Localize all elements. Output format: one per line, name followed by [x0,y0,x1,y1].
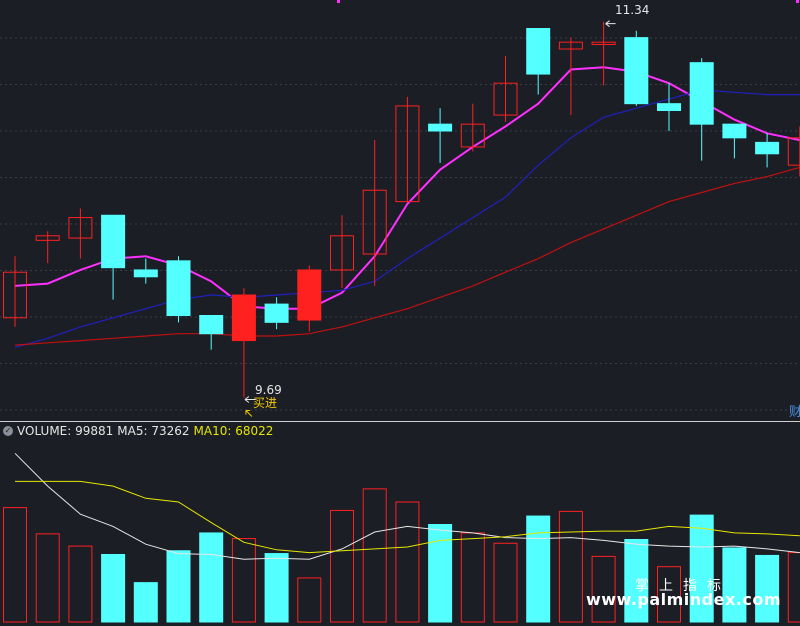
volume-bar [362,488,387,623]
candle-body [722,123,747,139]
high-pointer-icon [605,20,616,28]
candle-body [199,315,224,335]
candle-body [755,141,780,155]
candle-body [689,62,714,125]
candle-body [657,103,681,111]
watermark-cn: 掌上指标 [635,578,731,594]
volume-ma5-label: MA5: 73262 [117,424,190,438]
candle-body [297,269,322,321]
volume-bar [460,532,485,623]
candle-body [231,294,256,342]
corner-label: 财 [789,405,800,420]
candle-body [558,41,583,50]
volume-bar [526,515,551,623]
candle-body [428,123,453,132]
candle-body [35,235,60,241]
legend-toggle-icon[interactable]: ✓ [3,426,13,436]
candle-body [591,41,616,45]
volume-bar [3,507,27,623]
volume-value-label: VOLUME: 99881 [17,424,114,438]
volume-ma-line-ma10 [15,480,800,554]
candle-body [3,271,27,319]
candle-body [493,82,518,116]
volume-bar [166,550,191,623]
candle-body [68,217,93,239]
candle-body [101,214,126,269]
volume-bar [395,501,420,623]
volume-bar [428,524,453,623]
low-pointer-icon [244,396,256,403]
volume-bar [231,538,256,623]
candle-body [526,28,551,75]
volume-bar [722,547,747,623]
volume-bar [330,509,354,623]
volume-bar [101,554,126,623]
candle-body [133,269,158,278]
watermark-url: www.palmindex.com [586,590,782,609]
volume-bar [689,514,714,623]
buy-signal-label: 买进 [253,396,278,410]
candle-body [362,189,387,255]
price-ma-line-ma20 [14,166,800,346]
volume-bar [264,553,289,623]
buy-arrow-icon [245,410,253,417]
volume-bar [493,542,518,623]
volume-bar [68,545,93,623]
volume-bar [133,582,158,623]
volume-bar [755,554,780,623]
volume-bar [297,577,322,623]
volume-bar [657,566,681,623]
volume-bar [558,510,583,623]
volume-bar [787,552,800,623]
candle-body [460,123,485,148]
candle-body [395,105,420,203]
candle-body [264,303,289,323]
candle-body [330,235,354,271]
volume-legend: ✓ VOLUME: 99881 MA5: 73262 MA10: 68022 [3,423,277,439]
volume-ma10-label: MA10: 68022 [193,424,274,438]
volume-bar [624,539,649,623]
candle-body [166,260,191,317]
low-price-label: 9.69 [255,383,282,397]
high-price-label: 11.34 [615,3,650,17]
candle-body [787,137,800,166]
volume-bar [35,533,60,623]
volume-ma-line-ma5 [14,452,800,560]
top-marker [796,0,799,3]
volume-bar [591,555,616,623]
candle-body [624,37,649,105]
volume-bar [199,532,224,623]
top-marker [337,0,340,3]
